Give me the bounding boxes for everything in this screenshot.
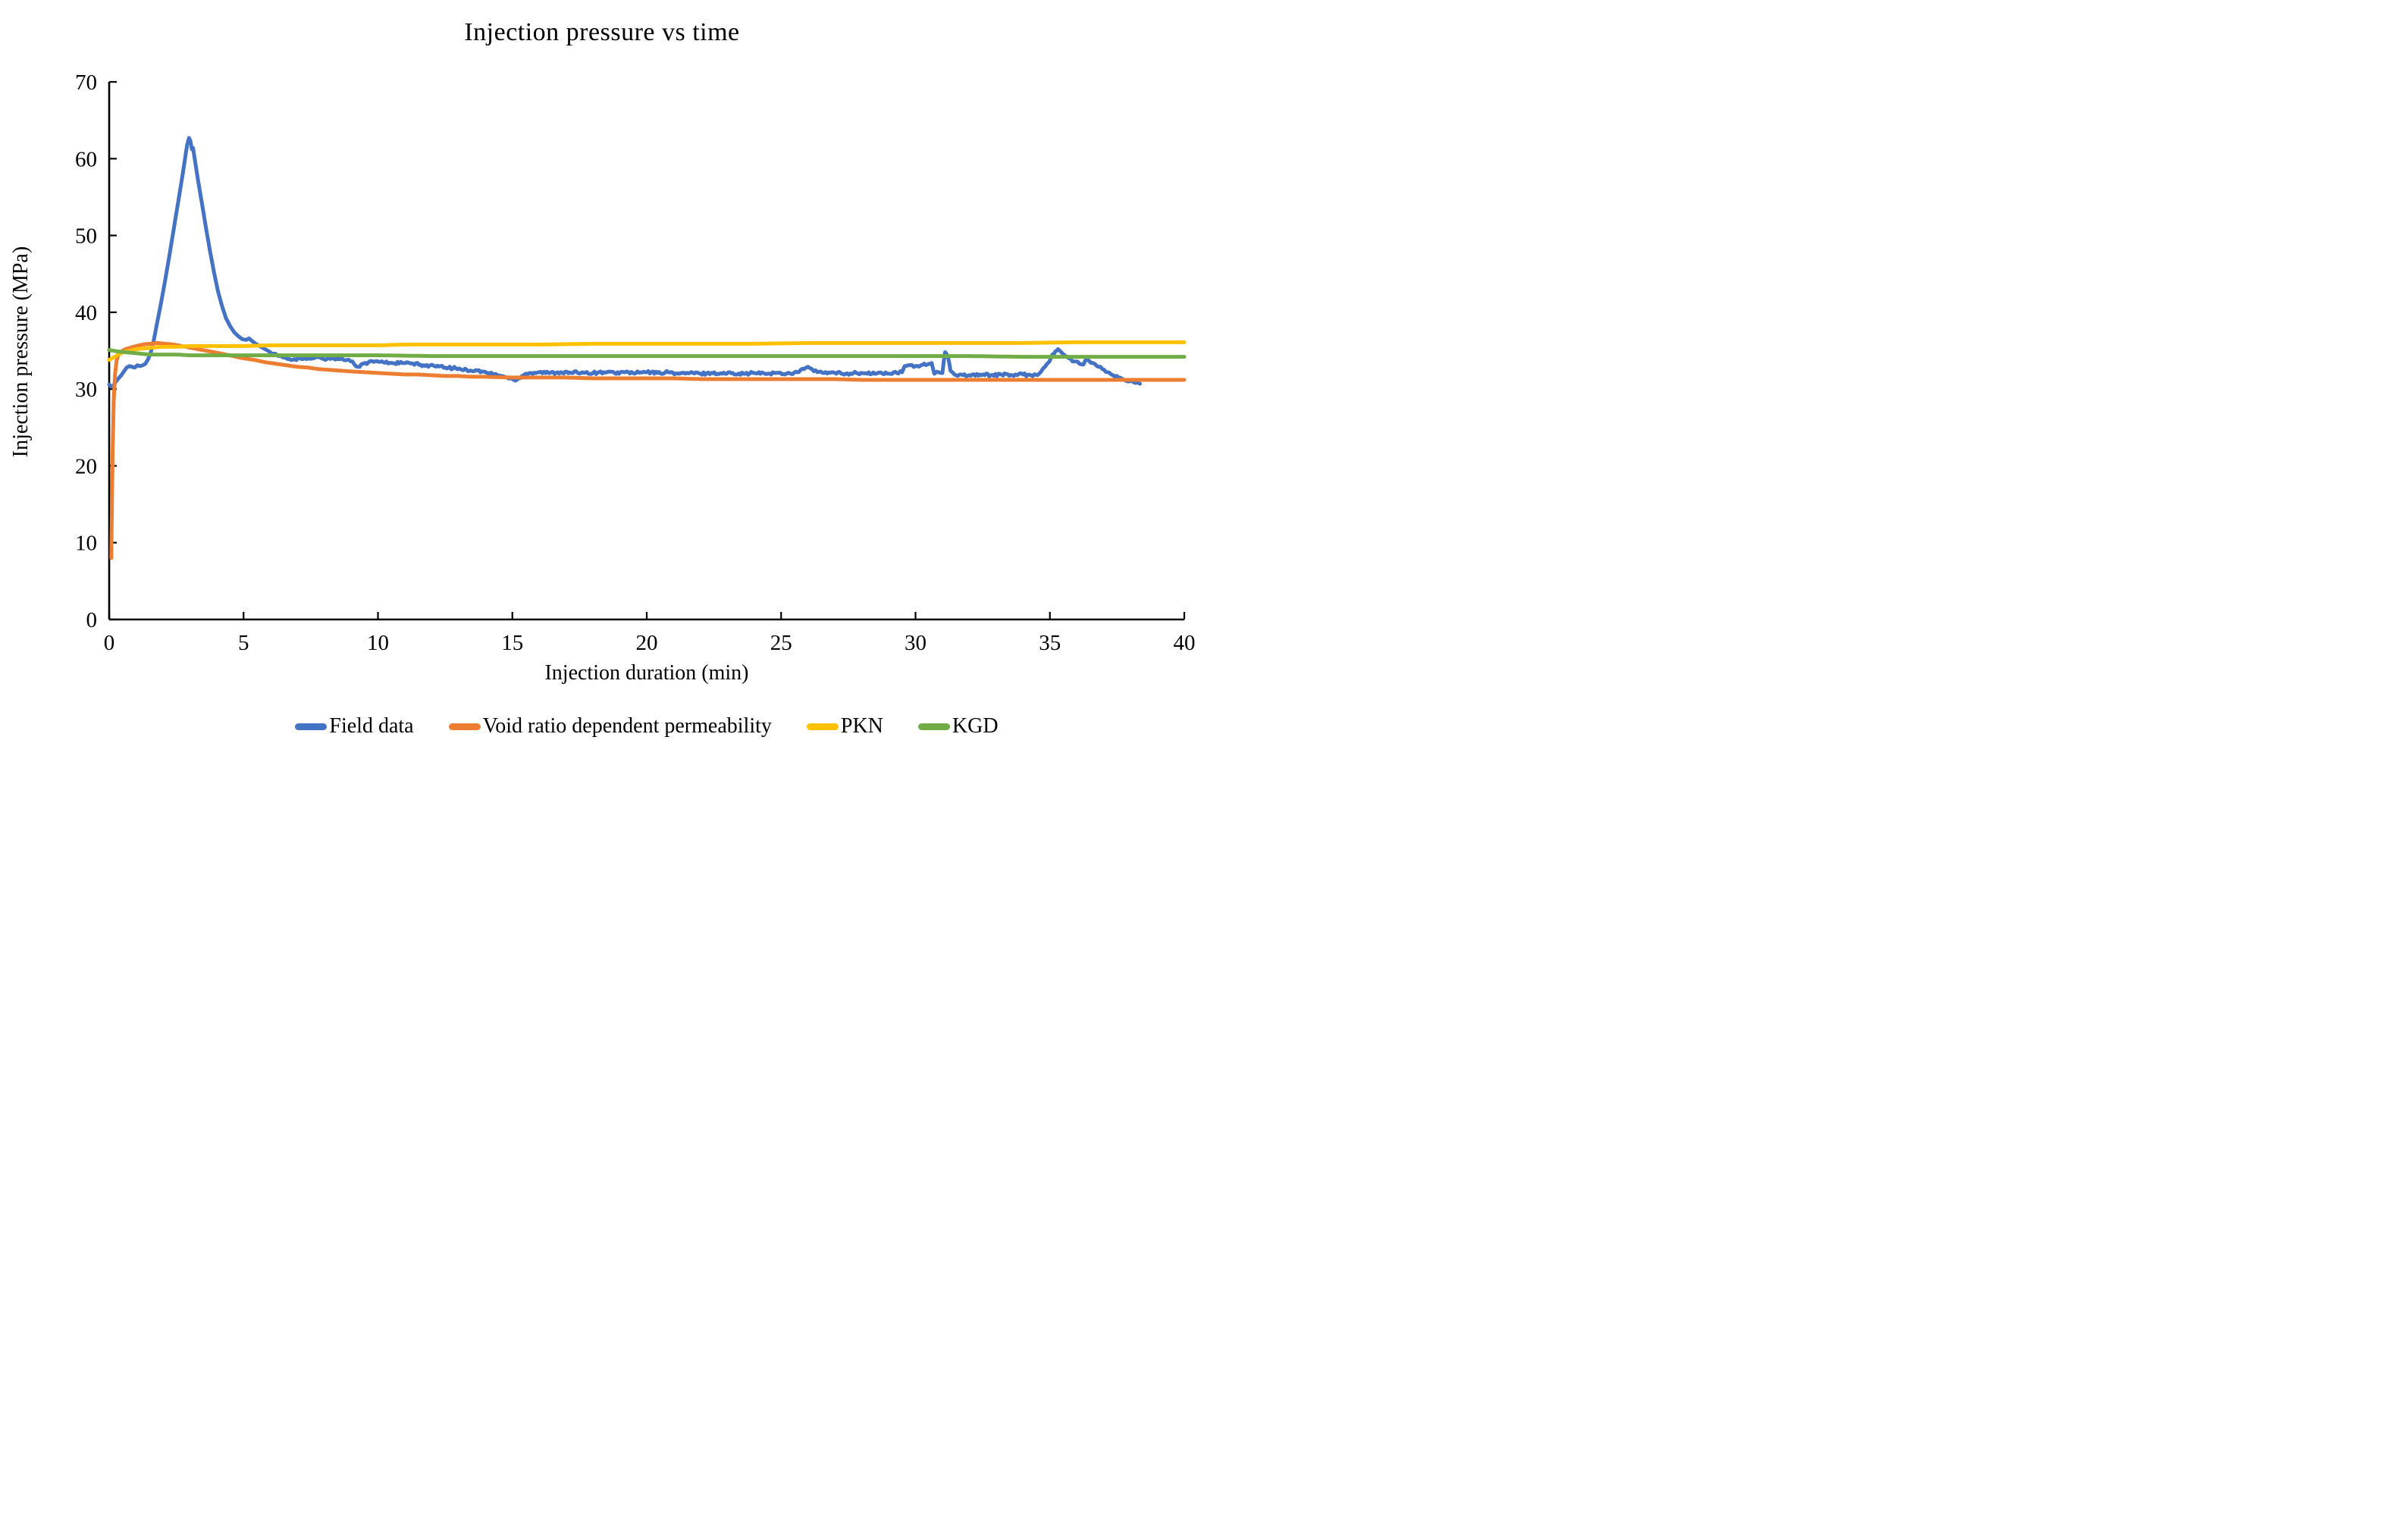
y-tick-label: 20 — [75, 454, 97, 478]
legend-item-kgd: KGD — [917, 714, 999, 739]
x-tick-label: 10 — [367, 631, 389, 655]
legend-label: Void ratio dependent permeability — [482, 714, 772, 738]
y-tick-label: 10 — [75, 532, 97, 556]
pkn-line-swatch — [806, 723, 839, 730]
series-line-3 — [107, 348, 1187, 359]
series-line-0 — [107, 136, 1142, 389]
x-tick-label: 40 — [1174, 631, 1196, 655]
legend-label: PKN — [840, 714, 883, 738]
void-ratio-line-swatch — [448, 723, 481, 730]
plot-area: 0 5 10 15 20 25 30 35 40 0 10 20 30 40 50 60 70 — [75, 71, 1196, 655]
legend-item-void-ratio: Void ratio dependent permeability — [448, 714, 772, 739]
legend-item-field-data: Field data — [295, 714, 414, 739]
legend-label: KGD — [952, 714, 999, 738]
x-tick-label: 35 — [1039, 631, 1061, 655]
x-tick-label: 5 — [238, 631, 249, 655]
chart-legend: Field data Void ratio dependent permeabi… — [109, 714, 1184, 739]
y-tick-label: 0 — [86, 608, 98, 632]
y-tick-label: 50 — [75, 224, 97, 249]
series-line-2 — [107, 340, 1187, 362]
x-tick-label: 0 — [104, 631, 115, 655]
chart-title: Injection pressure vs time — [464, 18, 740, 46]
legend-item-pkn: PKN — [806, 714, 883, 739]
y-tick-label: 40 — [75, 301, 97, 325]
x-axis-title: Injection duration (min) — [544, 661, 749, 685]
series-line-1 — [109, 340, 1187, 560]
x-tick-label: 30 — [905, 631, 927, 655]
field-data-line-swatch — [295, 723, 328, 730]
kgd-line-swatch — [917, 723, 950, 730]
y-tick-label: 60 — [75, 147, 97, 171]
x-tick-label: 15 — [501, 631, 523, 655]
x-tick-label: 25 — [770, 631, 792, 655]
legend-label: Field data — [329, 714, 414, 738]
chart-figure: Injection pressure vs time Injection pre… — [0, 0, 1204, 760]
y-tick-label: 30 — [75, 378, 97, 402]
y-tick-label: 70 — [75, 71, 97, 95]
x-tick-label: 20 — [636, 631, 658, 655]
